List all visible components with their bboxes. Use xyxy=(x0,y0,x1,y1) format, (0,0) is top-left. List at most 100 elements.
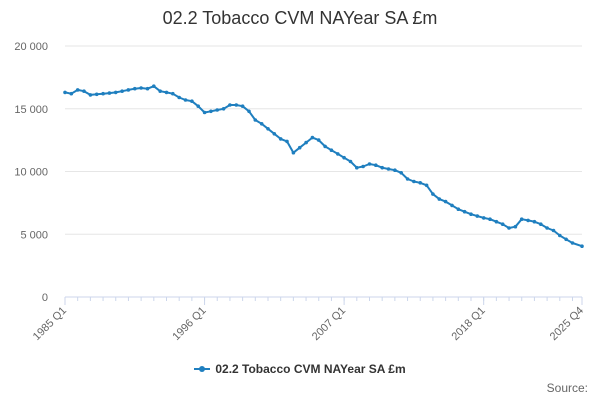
x-tick-label: 2025 Q4 xyxy=(548,305,586,343)
data-point xyxy=(570,241,575,245)
data-point xyxy=(367,162,372,166)
data-point xyxy=(278,137,283,141)
data-point xyxy=(526,218,530,223)
data-point xyxy=(297,145,302,150)
data-point xyxy=(450,203,454,208)
gridlines xyxy=(65,45,582,235)
data-point xyxy=(152,84,156,88)
data-point xyxy=(158,89,162,93)
data-point xyxy=(443,199,448,204)
legend-marker-icon xyxy=(194,363,211,375)
data-point xyxy=(113,90,118,95)
y-tick-label: 0 xyxy=(42,292,48,304)
data-point xyxy=(126,88,131,92)
series-layer xyxy=(63,84,584,248)
data-point xyxy=(481,216,486,220)
data-point xyxy=(164,90,169,95)
data-point xyxy=(266,127,270,131)
data-point xyxy=(291,150,296,155)
data-point xyxy=(120,89,124,93)
y-tick-label: 20 000 xyxy=(14,41,48,53)
data-point xyxy=(580,244,584,248)
data-point xyxy=(63,90,67,95)
data-point xyxy=(69,91,74,96)
data-point xyxy=(88,93,93,97)
data-point xyxy=(342,155,346,160)
data-point xyxy=(513,224,518,229)
y-axis: 0 5 000 10 000 15 000 20 000 xyxy=(14,41,48,304)
data-point xyxy=(196,104,200,108)
data-point xyxy=(380,165,385,170)
data-point xyxy=(285,139,289,144)
x-axis: 1985 Q1 1996 Q1 2007 Q1 2018 Q1 2025 Q4 xyxy=(31,296,586,343)
data-point xyxy=(234,103,239,107)
data-point xyxy=(507,226,511,230)
data-point xyxy=(316,138,321,142)
data-point xyxy=(272,132,277,136)
data-point xyxy=(361,164,365,169)
source-credit: Source: xyxy=(546,381,588,395)
data-point xyxy=(405,177,410,181)
data-point xyxy=(348,159,353,164)
data-point xyxy=(82,89,86,93)
data-point xyxy=(393,168,397,172)
x-tick-label: 1985 Q1 xyxy=(31,305,69,343)
data-point xyxy=(564,237,568,242)
data-point xyxy=(355,165,359,170)
data-point xyxy=(431,192,435,196)
data-point xyxy=(75,88,80,92)
data-point xyxy=(558,233,562,238)
data-point xyxy=(374,163,378,167)
data-point xyxy=(336,152,340,156)
series-line xyxy=(64,85,583,248)
data-point xyxy=(519,217,524,221)
data-point xyxy=(551,228,556,233)
data-point xyxy=(215,108,219,112)
data-point xyxy=(323,144,327,149)
y-tick-label: 10 000 xyxy=(14,167,48,179)
data-point xyxy=(532,219,537,224)
y-tick-label: 15 000 xyxy=(14,104,48,116)
legend-dot xyxy=(199,366,206,372)
data-point xyxy=(253,118,258,122)
data-point xyxy=(399,171,404,175)
data-point xyxy=(183,98,188,102)
data-point xyxy=(437,197,442,201)
data-point xyxy=(240,104,245,108)
data-point xyxy=(107,91,112,95)
data-point xyxy=(177,95,181,100)
data-point xyxy=(209,109,213,114)
data-point xyxy=(310,135,315,140)
legend[interactable]: 02.2 Tobacco CVM NAYear SA £m xyxy=(0,362,600,376)
data-point xyxy=(424,183,429,188)
y-tick-label: 5 000 xyxy=(20,229,48,241)
data-point xyxy=(171,91,175,96)
data-point xyxy=(190,99,194,103)
x-tick-label: 2018 Q1 xyxy=(449,305,487,343)
data-point xyxy=(469,212,473,216)
data-point xyxy=(456,207,461,211)
data-point xyxy=(475,214,480,218)
data-point xyxy=(202,110,207,115)
data-point xyxy=(386,167,391,171)
data-point xyxy=(329,148,334,152)
data-point xyxy=(494,219,499,224)
data-point xyxy=(101,91,105,96)
data-point xyxy=(94,92,99,97)
legend-label: 02.2 Tobacco CVM NAYear SA £m xyxy=(215,362,406,376)
data-point xyxy=(462,209,467,214)
data-point xyxy=(247,109,251,114)
chart-title: 02.2 Tobacco CVM NAYear SA £m xyxy=(162,8,438,28)
data-point xyxy=(145,86,150,91)
data-point xyxy=(418,181,423,185)
data-point xyxy=(539,222,543,226)
data-point xyxy=(139,86,143,90)
data-point xyxy=(488,217,492,221)
data-point xyxy=(545,226,549,230)
data-point xyxy=(500,222,505,226)
data-point xyxy=(259,122,264,126)
data-point xyxy=(228,103,232,107)
data-point xyxy=(221,107,226,111)
x-tick-label: 1996 Q1 xyxy=(170,305,208,343)
